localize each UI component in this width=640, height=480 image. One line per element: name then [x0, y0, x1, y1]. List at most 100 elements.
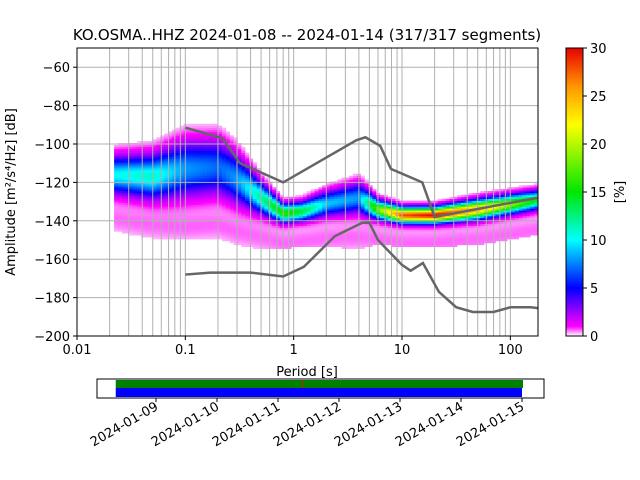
density-cell — [333, 223, 338, 226]
density-cell — [214, 229, 219, 232]
density-cell — [152, 139, 157, 142]
density-cell — [179, 216, 184, 219]
density-cell — [364, 191, 369, 194]
density-cell — [514, 221, 520, 224]
density-cell — [195, 125, 200, 128]
density-cell — [179, 175, 184, 178]
density-cell — [144, 164, 150, 167]
density-cell — [534, 192, 539, 196]
density-cell — [179, 166, 184, 169]
density-cell — [302, 204, 308, 207]
density-cell — [121, 208, 126, 211]
density-cell — [287, 239, 292, 242]
density-cell — [360, 217, 365, 221]
density-cell — [198, 183, 204, 186]
density-cell — [187, 131, 192, 134]
density-cell — [141, 187, 146, 190]
density-cell — [156, 169, 161, 173]
density-cell — [233, 177, 238, 180]
density-cell — [314, 189, 319, 192]
density-cell — [302, 214, 308, 217]
density-cell — [125, 212, 130, 215]
density-cell — [337, 214, 342, 217]
density-cell — [168, 158, 173, 161]
density-cell — [168, 146, 173, 150]
density-cell — [206, 185, 211, 188]
density-cell — [152, 210, 157, 213]
density-cell — [422, 244, 427, 248]
density-cell — [245, 173, 250, 176]
density-cell — [125, 173, 130, 176]
axes: 0.01 0.1 1 10 100−200−180−160−140−120−100−80… — [34, 61, 522, 358]
density-cell — [198, 237, 204, 240]
density-cell — [117, 187, 123, 190]
density-cell — [195, 216, 200, 219]
density-cell — [283, 233, 288, 236]
density-cell — [156, 206, 161, 209]
density-cell — [221, 189, 227, 192]
density-cell — [125, 150, 130, 153]
density-cell — [214, 164, 219, 167]
density-cell — [171, 131, 177, 134]
density-cell — [306, 240, 311, 244]
density-cell — [245, 198, 250, 201]
density-cell — [241, 187, 246, 190]
density-cell — [125, 168, 130, 171]
density-cell — [175, 233, 180, 236]
density-cell — [422, 237, 427, 240]
density-cell — [191, 177, 196, 180]
density-cell — [156, 189, 161, 192]
density-cell — [526, 204, 531, 207]
density-cell — [353, 240, 358, 244]
density-cell — [156, 233, 161, 236]
density-cell — [445, 235, 450, 238]
density-cell — [164, 137, 169, 140]
density-cell — [164, 198, 169, 201]
density-cell — [117, 204, 123, 207]
density-cell — [329, 210, 335, 213]
density-cell — [353, 239, 358, 242]
density-cell — [295, 223, 300, 226]
density-cell — [310, 221, 315, 224]
density-cell — [299, 212, 304, 215]
density-cell — [175, 156, 180, 159]
density-cell — [141, 141, 146, 144]
density-cell — [264, 198, 269, 201]
density-cell — [202, 168, 207, 171]
density-cell — [472, 231, 477, 234]
density-cell — [156, 191, 161, 194]
density-cell — [368, 210, 373, 213]
density-cell — [252, 200, 257, 203]
density-cell — [530, 210, 535, 213]
density-cell — [260, 192, 265, 196]
density-cell — [480, 214, 485, 217]
density-cell — [171, 202, 177, 205]
density-cell — [349, 179, 354, 182]
density-cell — [237, 221, 242, 224]
density-cell — [171, 189, 177, 192]
density-cell — [310, 233, 315, 236]
density-cell — [526, 235, 531, 238]
density-cell — [518, 191, 523, 194]
density-cell — [129, 160, 134, 163]
density-cell — [171, 171, 177, 175]
density-cell — [406, 217, 412, 221]
density-cell — [499, 210, 504, 213]
density-cell — [198, 129, 204, 132]
density-cell — [148, 204, 153, 207]
density-cell — [198, 166, 204, 169]
density-cell — [333, 189, 338, 192]
density-cell — [160, 179, 165, 182]
density-cell — [137, 233, 142, 236]
density-cell — [299, 200, 304, 203]
density-cell — [495, 194, 500, 198]
density-cell — [268, 217, 273, 221]
density-cell — [534, 233, 539, 236]
density-cell — [430, 237, 435, 240]
density-cell — [198, 202, 204, 205]
density-cell — [229, 240, 234, 244]
density-cell — [160, 233, 165, 236]
density-cell — [160, 200, 165, 203]
density-cell — [275, 198, 281, 201]
density-cell — [518, 192, 523, 196]
